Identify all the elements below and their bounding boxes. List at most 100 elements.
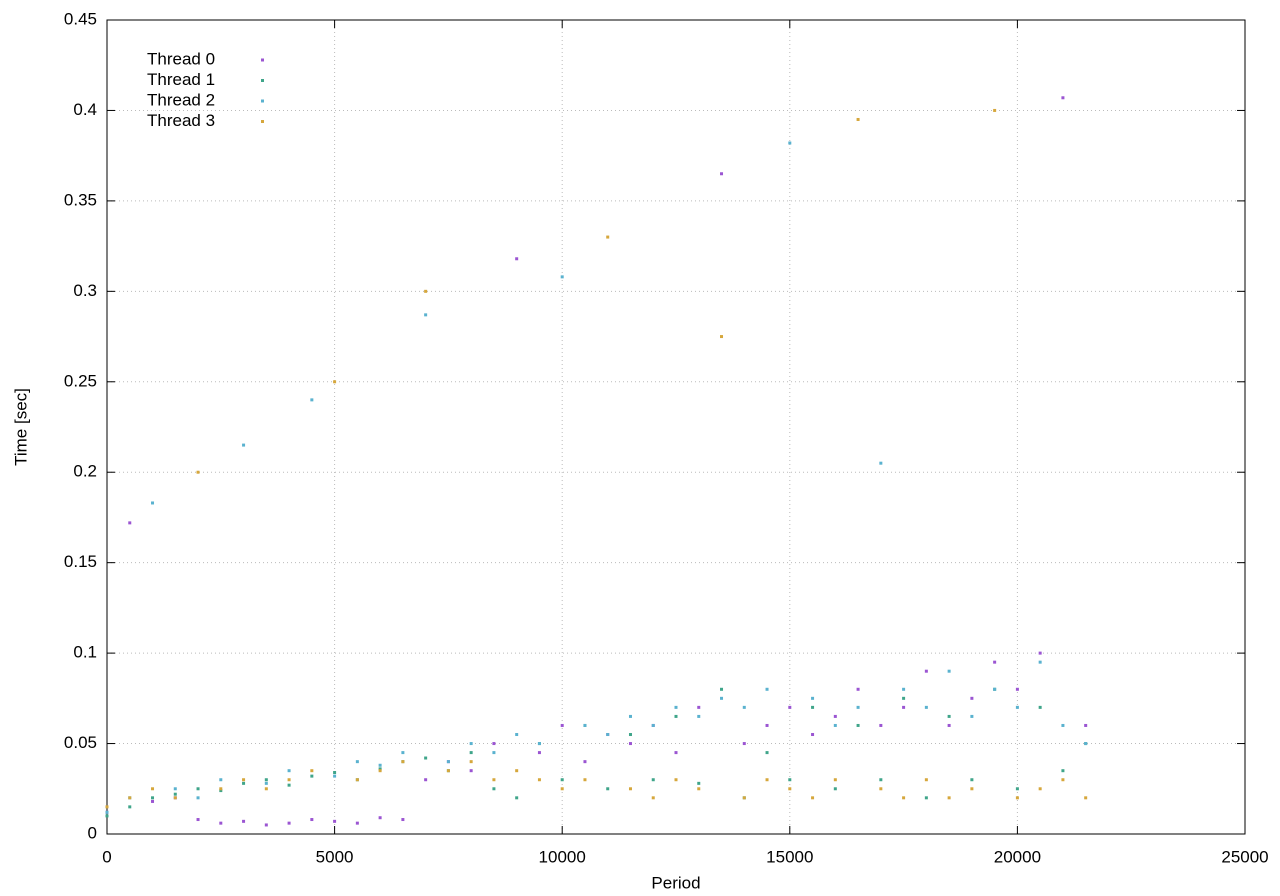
point: [537, 742, 541, 746]
point: [287, 778, 291, 782]
point: [902, 796, 906, 800]
point: [492, 787, 496, 791]
point: [310, 398, 314, 402]
point: [378, 763, 382, 767]
point: [651, 723, 655, 727]
point: [993, 687, 997, 691]
y-tick-label: 0.15: [64, 552, 97, 571]
point: [333, 819, 337, 823]
point: [970, 778, 974, 782]
point: [105, 805, 109, 809]
legend-label: Thread 0: [147, 49, 215, 68]
x-tick-label: 10000: [539, 847, 586, 866]
point: [902, 696, 906, 700]
point: [196, 787, 200, 791]
point: [560, 778, 564, 782]
legend-marker: [261, 120, 264, 123]
x-axis-label: Period: [651, 873, 700, 892]
point: [720, 335, 724, 339]
point: [378, 767, 382, 771]
point: [128, 796, 132, 800]
point: [196, 470, 200, 474]
point: [310, 774, 314, 778]
point: [196, 818, 200, 822]
point: [811, 733, 815, 737]
point: [173, 787, 177, 791]
x-tick-label: 25000: [1221, 847, 1268, 866]
point: [720, 687, 724, 691]
point: [537, 751, 541, 755]
point: [333, 774, 337, 778]
point: [856, 705, 860, 709]
point: [856, 723, 860, 727]
y-tick-label: 0.05: [64, 733, 97, 752]
y-tick-label: 0: [88, 823, 97, 842]
y-tick-label: 0.3: [73, 281, 97, 300]
point: [628, 714, 632, 718]
point: [219, 787, 223, 791]
point: [219, 778, 223, 782]
point: [424, 313, 428, 317]
point: [606, 787, 610, 791]
point: [583, 778, 587, 782]
point: [264, 778, 268, 782]
point: [264, 781, 268, 785]
legend-label: Thread 3: [147, 111, 215, 130]
point: [560, 787, 564, 791]
point: [606, 733, 610, 737]
point: [401, 760, 405, 764]
point: [879, 461, 883, 465]
legend-label: Thread 2: [147, 90, 215, 109]
legend-label: Thread 1: [147, 70, 215, 89]
point: [355, 778, 359, 782]
point: [287, 783, 291, 787]
point: [788, 705, 792, 709]
point: [1015, 687, 1019, 691]
point: [924, 796, 928, 800]
legend-marker: [261, 79, 264, 82]
point: [674, 778, 678, 782]
point: [583, 723, 587, 727]
point: [424, 756, 428, 760]
legend-marker: [261, 99, 264, 103]
point: [674, 714, 678, 718]
point: [378, 816, 382, 820]
point: [833, 714, 837, 718]
point: [378, 769, 382, 773]
point: [651, 796, 655, 800]
point: [902, 705, 906, 709]
point: [765, 687, 769, 691]
point: [788, 778, 792, 782]
point: [424, 778, 428, 782]
point: [1015, 705, 1019, 709]
x-tick-label: 0: [102, 847, 111, 866]
point: [833, 723, 837, 727]
point: [720, 696, 724, 700]
point: [1015, 787, 1019, 791]
point: [537, 778, 541, 782]
x-tick-label: 5000: [316, 847, 354, 866]
point: [242, 443, 246, 447]
point: [970, 787, 974, 791]
point: [993, 108, 997, 112]
point: [1061, 723, 1065, 727]
point: [173, 792, 177, 796]
point: [515, 257, 519, 261]
point: [765, 751, 769, 755]
point: [811, 696, 815, 700]
point: [788, 141, 792, 145]
point: [219, 789, 223, 793]
point: [1038, 787, 1042, 791]
point: [628, 733, 632, 737]
point: [697, 705, 701, 709]
point: [1061, 778, 1065, 782]
point: [242, 781, 246, 785]
point: [196, 796, 200, 800]
point: [1038, 651, 1042, 655]
point: [742, 742, 746, 746]
point: [333, 770, 337, 774]
point: [287, 821, 291, 825]
point: [833, 787, 837, 791]
point: [924, 669, 928, 673]
